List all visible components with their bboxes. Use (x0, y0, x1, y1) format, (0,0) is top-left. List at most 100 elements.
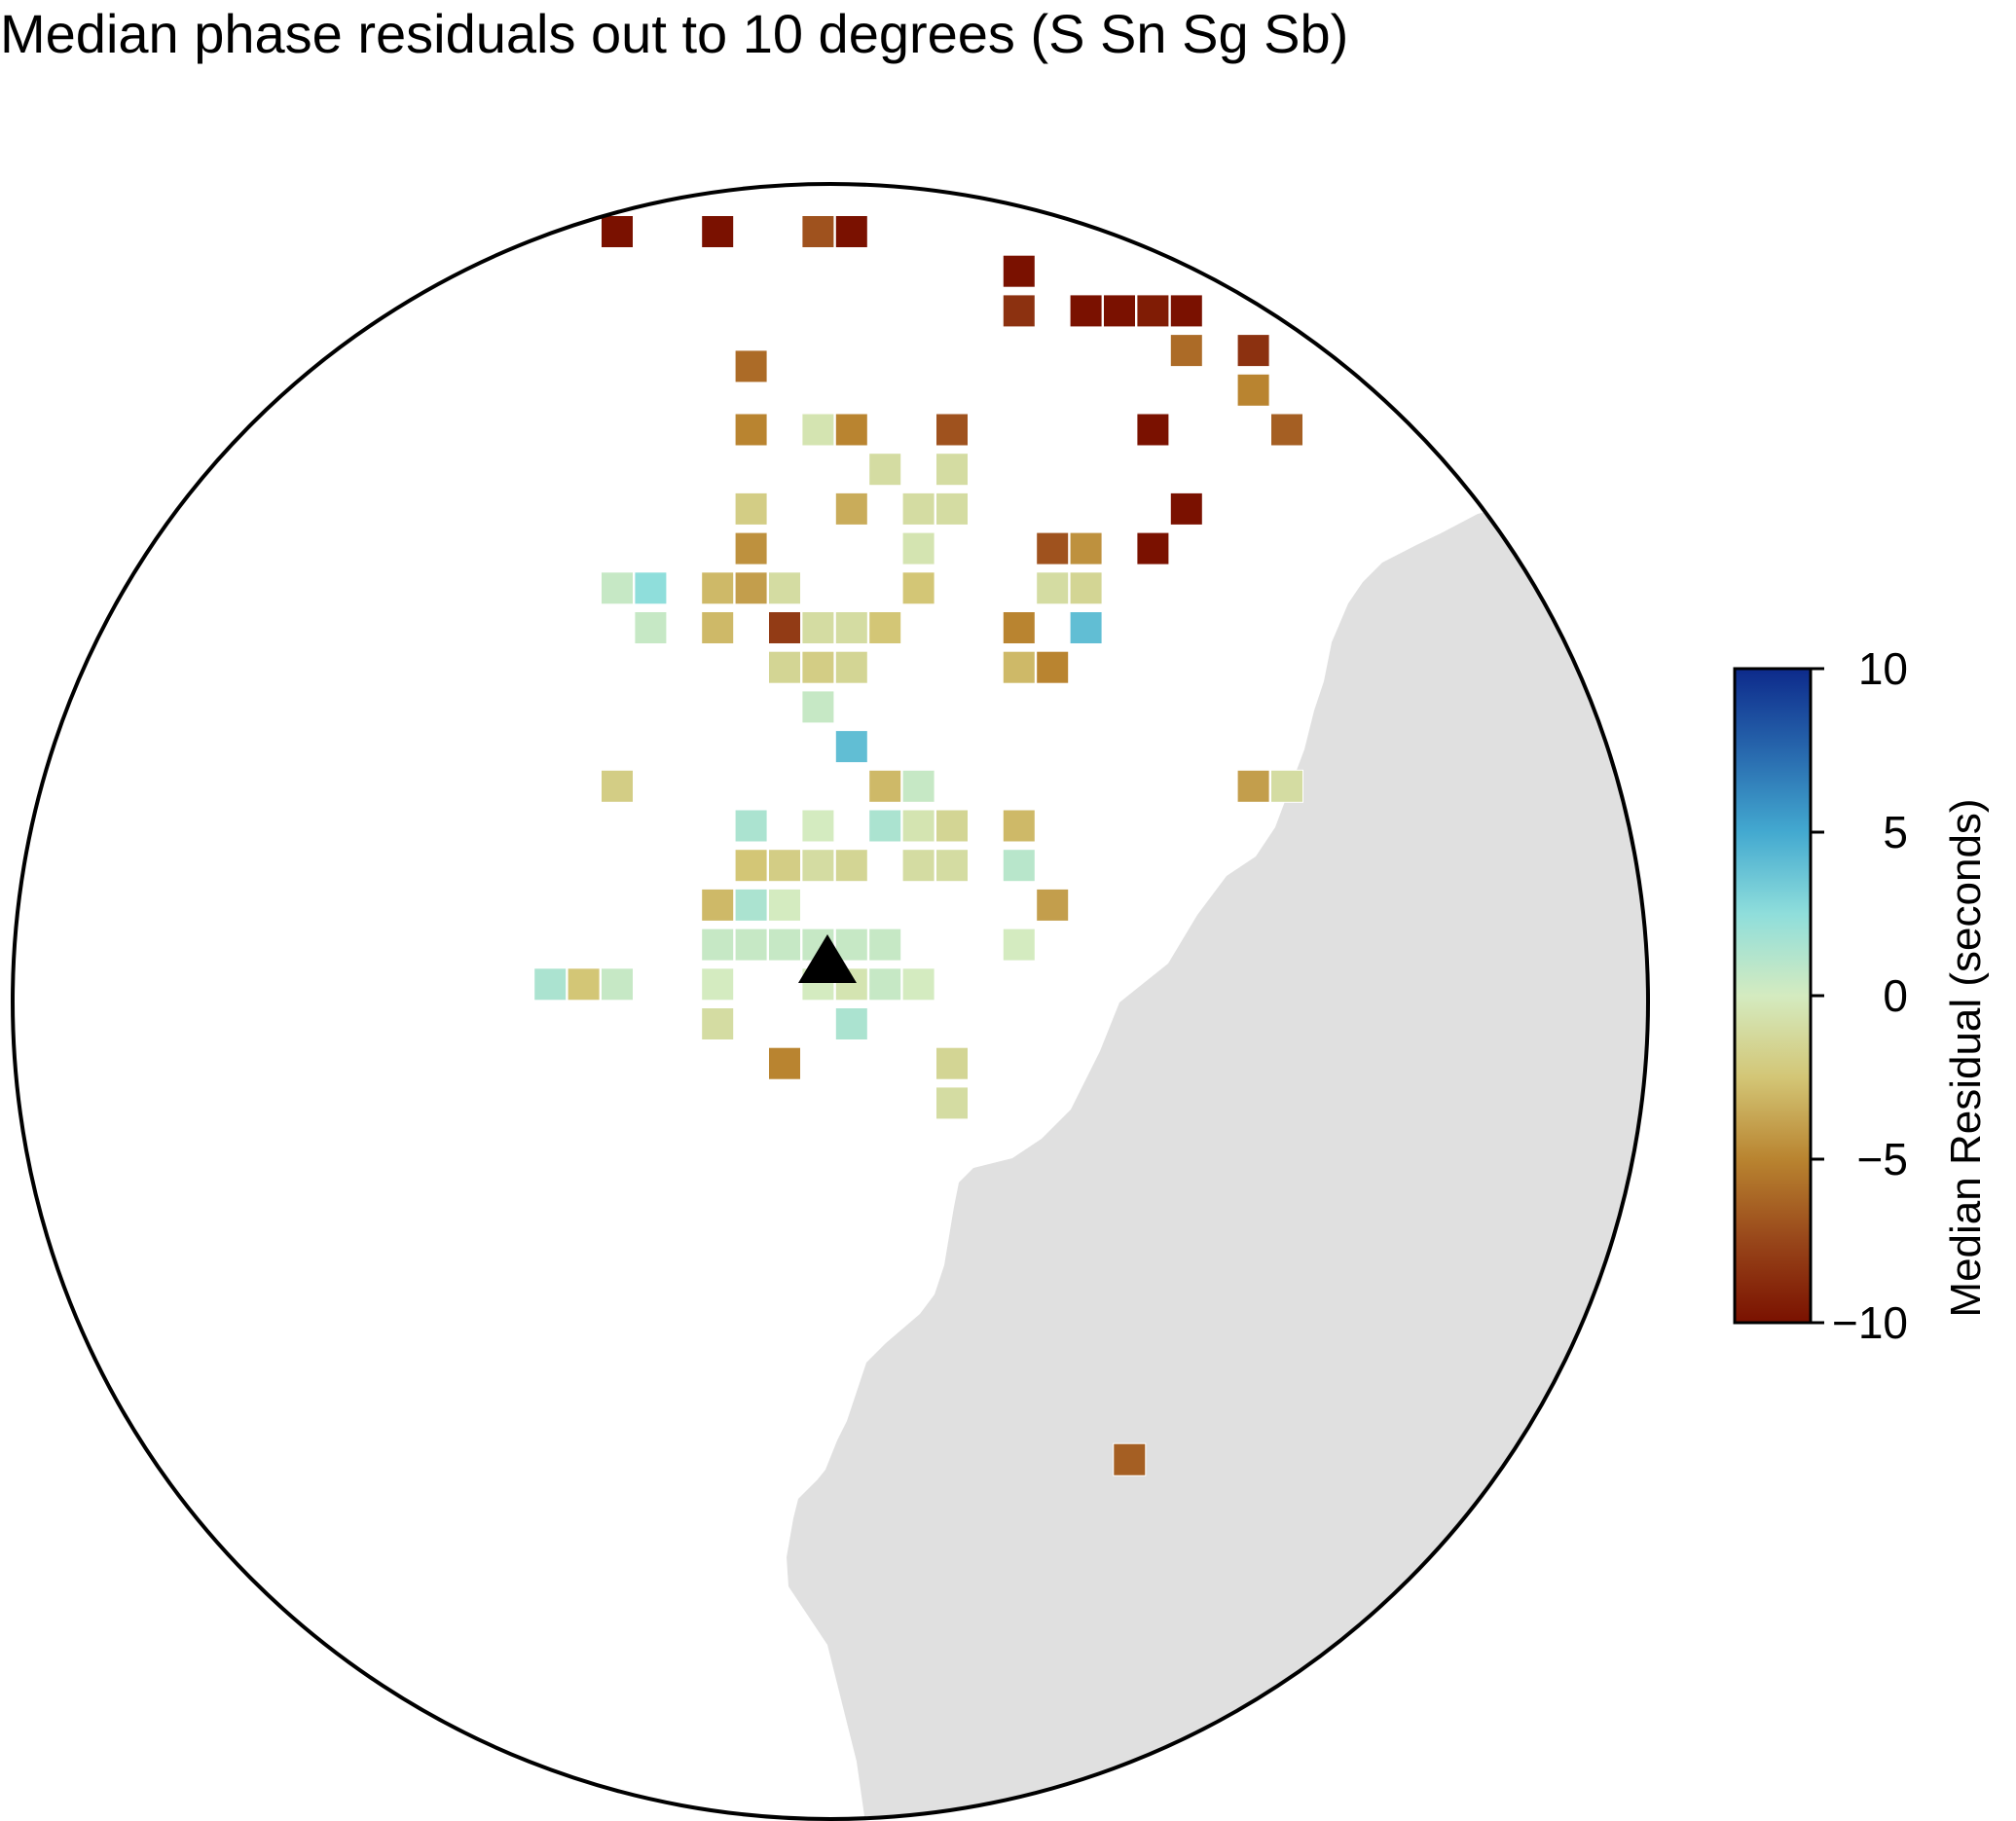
residual-cell (734, 849, 768, 883)
residual-cell (734, 888, 768, 922)
residual-cell (634, 611, 668, 644)
residual-cell (1002, 294, 1036, 328)
residual-cell (1236, 334, 1270, 368)
residual-cell (1113, 1442, 1147, 1476)
residual-cell (734, 809, 768, 843)
residual-cell (834, 215, 868, 248)
residual-cell (734, 571, 768, 605)
residual-cell (768, 888, 801, 922)
residual-cell (601, 769, 634, 803)
residual-cell (768, 650, 801, 684)
residual-cell (1036, 531, 1070, 565)
residual-cell (768, 1046, 801, 1080)
residual-cell (701, 611, 735, 644)
residual-cell (935, 492, 969, 526)
residual-cell (1002, 650, 1036, 684)
residual-cell (1002, 254, 1036, 288)
residual-cell (701, 215, 735, 248)
residual-cell (1236, 373, 1270, 407)
residual-cell (1069, 611, 1103, 644)
residual-cell (601, 215, 634, 248)
residual-cell (701, 888, 735, 922)
colorbar-tick-label: 10 (1858, 643, 1908, 694)
residual-cell (834, 1007, 868, 1040)
residual-cell (834, 492, 868, 526)
residual-cell (868, 453, 902, 487)
residual-cell (768, 928, 801, 962)
residual-cell (935, 809, 969, 843)
residual-cell (935, 1046, 969, 1080)
residual-cell (901, 967, 935, 1002)
residual-cell (533, 967, 568, 1002)
residual-cell (1036, 571, 1070, 605)
residual-cell (1136, 531, 1170, 565)
residual-cell (1136, 413, 1170, 447)
colorbar-label: Median Residual (seconds) (1942, 798, 1990, 1318)
residual-cell (634, 571, 668, 605)
residual-cell (834, 730, 868, 764)
residual-cell (901, 531, 935, 565)
residual-cell (1270, 413, 1303, 447)
residual-cell (1069, 571, 1103, 605)
residual-cell (734, 349, 768, 383)
colorbar: 10 5 0 −5 −10 (1733, 643, 1908, 1348)
station-triangle-icon (798, 934, 857, 983)
residual-cell (1169, 334, 1203, 368)
residual-cell (935, 1086, 969, 1120)
residual-cell (734, 492, 768, 526)
map-boundary-circle (11, 182, 1650, 1821)
residual-cell (834, 928, 868, 962)
residual-cell (1002, 849, 1036, 883)
residual-cell (801, 849, 835, 883)
residual-cell (801, 650, 835, 684)
colorbar-tick-label: −10 (1832, 1297, 1908, 1348)
residual-cell (868, 769, 902, 803)
residual-cell (801, 611, 835, 644)
residual-cell (801, 809, 835, 843)
landmass (787, 467, 1648, 1819)
residual-cell (1236, 769, 1270, 803)
residual-cell (801, 413, 835, 447)
residual-cell (1002, 809, 1036, 843)
residual-cell (701, 571, 735, 605)
residual-cell (901, 492, 935, 526)
colorbar-tick-label: 5 (1883, 807, 1908, 857)
residual-cell (935, 453, 969, 487)
residual-cell (868, 928, 902, 962)
residual-cell (1103, 294, 1136, 328)
residual-cell (834, 650, 868, 684)
residual-cell (1069, 531, 1103, 565)
colorbar-bar (1733, 667, 1813, 1325)
residual-cell (834, 849, 868, 883)
residual-cell (1036, 650, 1070, 684)
residual-cell (734, 531, 768, 565)
residual-cell (901, 769, 935, 803)
residual-cell (768, 571, 801, 605)
residual-cell (1069, 294, 1103, 328)
residual-cell (1002, 611, 1036, 644)
residual-cell (768, 611, 801, 644)
residual-cell (868, 967, 902, 1002)
residual-cell (834, 611, 868, 644)
residual-cell (601, 967, 634, 1002)
colorbar-ticks: 10 5 0 −5 −10 (1811, 643, 1908, 1348)
residual-cells (533, 215, 1303, 1476)
residual-cell (768, 849, 801, 883)
residual-cell (935, 413, 969, 447)
residual-cell (1136, 294, 1170, 328)
residual-cell (701, 967, 735, 1002)
residual-cell (901, 849, 935, 883)
residual-cell (601, 571, 634, 605)
colorbar-tick-label: −5 (1857, 1134, 1908, 1184)
residual-cell (1270, 769, 1303, 803)
residual-cell (901, 809, 935, 843)
map-area (13, 184, 1648, 1819)
residual-cell (901, 571, 935, 605)
page-title: Median phase residuals out to 10 degrees… (0, 3, 1349, 64)
residual-cell (1036, 888, 1070, 922)
residual-cell (567, 967, 601, 1002)
residual-cell (935, 849, 969, 883)
residual-cell (701, 928, 735, 962)
residual-cell (868, 809, 902, 843)
